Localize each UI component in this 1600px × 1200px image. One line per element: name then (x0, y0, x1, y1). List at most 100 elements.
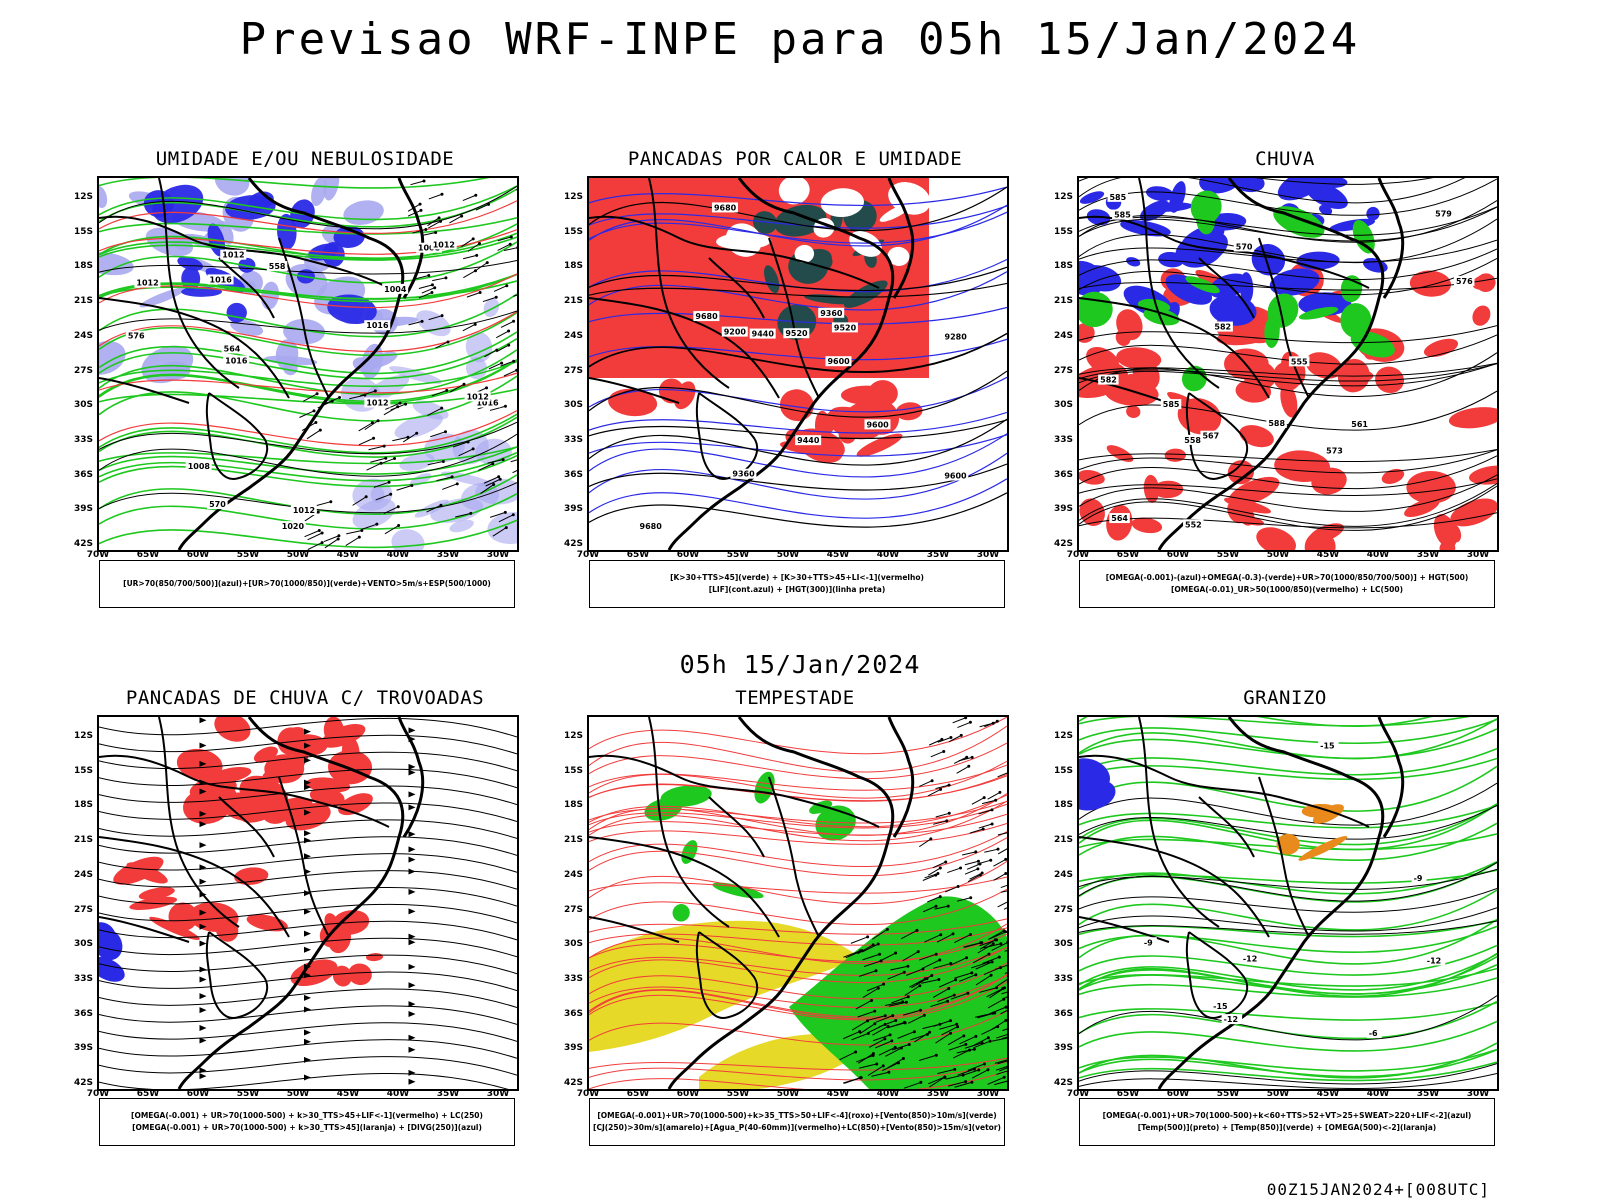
wind-vector (488, 361, 504, 370)
lat-label: 33S (563, 973, 583, 984)
contour-line (1079, 860, 1497, 895)
shaded-area (441, 471, 493, 487)
wind-vector (996, 1034, 1007, 1039)
shaded-area (311, 178, 327, 207)
border-line (768, 776, 820, 938)
streamline-arrow (199, 864, 207, 871)
contour-line (99, 416, 517, 458)
wind-vector (973, 1039, 992, 1049)
streamline-arrow (304, 809, 311, 816)
border-line (1185, 392, 1249, 480)
wind-vector (482, 295, 498, 303)
shaded-area (139, 287, 186, 308)
contour-line (589, 271, 1007, 311)
lon-label: 45W (1316, 550, 1340, 560)
shaded-area (141, 345, 194, 384)
lon-label: 60W (676, 1089, 700, 1099)
wind-vector (993, 872, 1007, 881)
wind-vector (907, 1013, 926, 1024)
streamline-arrow (199, 909, 207, 916)
forecast-map: 1012 1016 1016 1012 1008 1020 1012 1016 1012 1016… (97, 176, 519, 552)
wind-vector (1003, 907, 1007, 910)
wind-vector (903, 1008, 923, 1016)
contour-line (589, 1061, 1007, 1081)
legend-line: [OMEGA(-0.01)_UR>50(1000/850)(vermelho) … (1170, 585, 1404, 594)
shaded-area (625, 208, 676, 225)
contour-label: 558 (1184, 436, 1201, 445)
contour-line (99, 482, 517, 514)
lat-label: 30S (1053, 400, 1073, 411)
shaded-area (332, 965, 352, 987)
streamline-arrow (304, 784, 311, 791)
shaded-area (126, 862, 168, 884)
shaded-area (1366, 206, 1380, 221)
border-line (1138, 717, 1220, 928)
wind-vector (937, 736, 953, 743)
lon-label: 60W (1166, 550, 1190, 560)
wind-vector (991, 941, 1007, 951)
wind-vector (919, 779, 934, 787)
streamline (99, 954, 517, 975)
wind-vector (921, 978, 941, 984)
contour-line (99, 474, 517, 516)
panel-title: GRANIZO (1243, 687, 1327, 709)
wind-vector (383, 505, 400, 515)
contour-label: 9680 (640, 522, 663, 531)
lat-label: 33S (1053, 973, 1073, 984)
shaded-area (1079, 291, 1113, 328)
contour-label: 582 (1100, 376, 1117, 385)
contour-line (1079, 889, 1497, 931)
contour-line (99, 337, 517, 380)
shaded-area (1169, 181, 1186, 213)
wind-vector (879, 951, 898, 962)
shaded-area (394, 413, 443, 439)
legend-line: [Temp(500)](preto) + [Temp(850)](verde) … (1137, 1123, 1437, 1132)
streamline-arrow (304, 830, 311, 837)
contour-line (589, 433, 1007, 478)
streamline-arrow (199, 878, 207, 885)
contour-line (1079, 868, 1497, 890)
lat-label: 39S (563, 504, 583, 515)
contour-line (589, 266, 1007, 292)
border-line (1079, 297, 1270, 399)
contour-line (1079, 803, 1497, 846)
map-svg: 585 585 582 579 576 573 570 567 564 561 558 555 552 5… (1079, 178, 1497, 550)
wind-vector (358, 421, 374, 432)
wind-vector (866, 982, 886, 992)
lon-label: 55W (1216, 1089, 1240, 1099)
wind-vector (969, 827, 985, 834)
streamline-arrow (199, 742, 207, 749)
contour-label: 1012 (366, 398, 388, 407)
streamline (99, 751, 517, 772)
legend-line: [K>30+TTS>45](verde) + [K>30+TTS>45+LI<-… (670, 573, 924, 582)
streamline-arrow (408, 939, 416, 946)
shaded-area (1311, 178, 1348, 189)
wind-vector (918, 1053, 938, 1061)
shaded-area (1126, 405, 1141, 418)
panel-legend: [K>30+TTS>45](verde) + [K>30+TTS>45+LI<-… (589, 560, 1005, 608)
shaded-area (1185, 276, 1220, 294)
contour-line (1079, 1072, 1497, 1089)
wind-vector (923, 958, 942, 969)
streamline (99, 1072, 508, 1089)
main-title: Previsao WRF-INPE para 05h 15/Jan/2024 (239, 14, 1361, 65)
streamline-arrow (304, 1074, 311, 1081)
wind-vector (324, 537, 340, 549)
contour-label: 9680 (714, 203, 737, 212)
shaded-area (99, 185, 108, 209)
forecast-map: 585 585 582 579 576 573 570 567 564 561 558 555 552 5… (1077, 176, 1499, 552)
contour-label: 576 (1456, 277, 1473, 286)
wind-vector (862, 986, 880, 998)
contour-line (99, 178, 490, 189)
lat-label: 21S (73, 296, 93, 307)
wind-vector (466, 291, 482, 298)
shaded-area (1472, 305, 1491, 326)
wind-vector (385, 401, 402, 410)
lon-label: 65W (136, 550, 160, 560)
wind-vector (496, 343, 511, 353)
streamline-arrow (408, 856, 416, 863)
lon-label: 40W (386, 1089, 410, 1099)
legend-line: [OMEGA(-0.001) + UR>70(1000-500) + k>30_… (131, 1111, 483, 1120)
coastline (1157, 178, 1385, 550)
wind-vector (872, 1033, 892, 1042)
